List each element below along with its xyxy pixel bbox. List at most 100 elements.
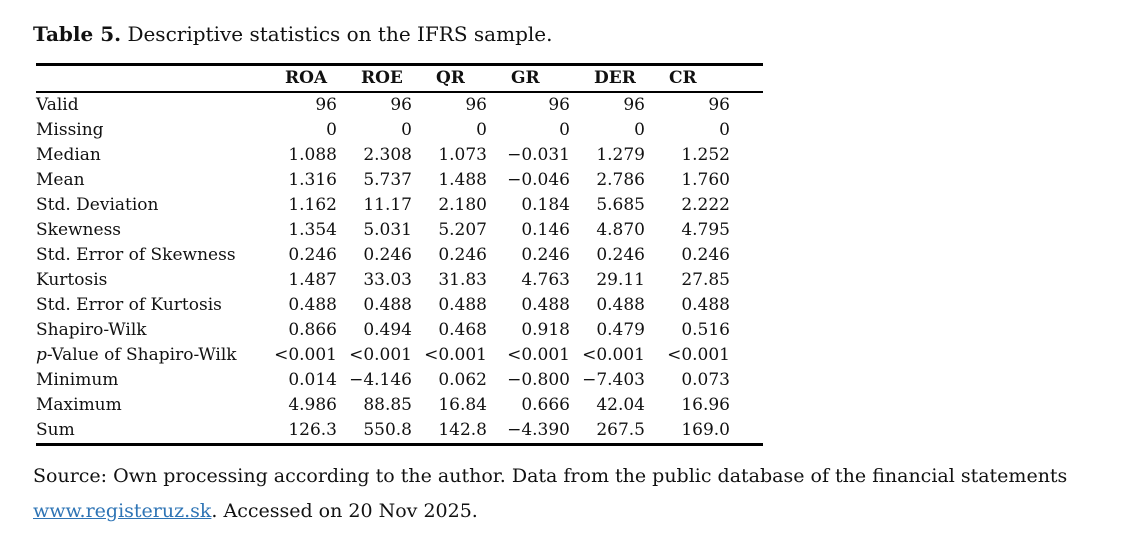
cell-value: 0.494 — [363, 320, 412, 340]
cell-value: 4.870 — [596, 220, 645, 240]
cell-value: −0.031 — [507, 145, 570, 165]
cell-value: 0.488 — [288, 295, 337, 315]
cell-value: 0 — [719, 120, 730, 140]
cell-value: 0 — [326, 120, 337, 140]
spacer-cell — [730, 193, 763, 218]
cell-value: 0.488 — [363, 295, 412, 315]
cell-value: 4.986 — [288, 395, 337, 415]
cell-value: 0.488 — [521, 295, 570, 315]
table-caption-text: Descriptive statistics on the IFRS sampl… — [127, 22, 553, 46]
cell-value: 126.3 — [288, 420, 337, 440]
row-label-header — [36, 64, 261, 93]
cell-value: 4.763 — [521, 270, 570, 290]
cell-value: 27.85 — [681, 270, 730, 290]
table-row: p-Value of Shapiro-Wilk <0.001 <0.001 <0.00… — [36, 343, 763, 368]
cell-value: 1.760 — [681, 170, 730, 190]
spacer-cell — [730, 143, 763, 168]
table-row: Minimum 0.014 −4.146 0.062 −0.800 −7.403 0.073 — [36, 368, 763, 393]
cell-value: 88.85 — [363, 395, 412, 415]
cell-value: 0 — [634, 120, 645, 140]
spacer-cell — [730, 168, 763, 193]
cell-value: 0.488 — [681, 295, 730, 315]
cell-value: 1.316 — [288, 170, 337, 190]
column-header-roe: ROE — [337, 64, 412, 93]
cell-value: 1.073 — [438, 145, 487, 165]
source-note-line2: www.registeruz.sk. Accessed on 20 Nov 20… — [33, 494, 1133, 529]
row-label: Minimum — [36, 370, 119, 390]
table-row: Kurtosis 1.487 33.03 31.83 4.763 29.11 27.85 — [36, 268, 763, 293]
cell-value: 1.162 — [288, 195, 337, 215]
column-header-cr: CR — [645, 64, 730, 93]
row-label: Median — [36, 145, 101, 165]
cell-value: 96 — [315, 95, 337, 115]
cell-value: 16.84 — [438, 395, 487, 415]
table-row: Shapiro-Wilk 0.866 0.494 0.468 0.918 0.479 0.5… — [36, 318, 763, 343]
cell-value: <0.001 — [507, 345, 570, 365]
table-body: Valid 96 96 96 96 96 96 Missing 0 0 0 0 0 0 Median 1.08… — [36, 92, 763, 445]
cell-value: 33.03 — [363, 270, 412, 290]
cell-value: 0.488 — [438, 295, 487, 315]
column-header-gr: GR — [487, 64, 570, 93]
spacer-cell — [730, 243, 763, 268]
cell-value: 0.918 — [521, 320, 570, 340]
registeruz-link[interactable]: www.registeruz.sk — [33, 500, 212, 522]
cell-value: 0.014 — [288, 370, 337, 390]
table-row: Valid 96 96 96 96 96 96 — [36, 92, 763, 118]
cell-value: 29.11 — [596, 270, 645, 290]
row-label: Sum — [36, 420, 75, 440]
cell-value: 0.146 — [521, 220, 570, 240]
cell-value: 0.062 — [438, 370, 487, 390]
row-label: Kurtosis — [36, 270, 108, 290]
cell-value: −4.146 — [349, 370, 412, 390]
accessed-date-text: . Accessed on 20 Nov 2025. — [211, 500, 478, 522]
cell-value: 0.516 — [681, 320, 730, 340]
cell-value: 96 — [708, 95, 730, 115]
cell-value: −7.403 — [582, 370, 645, 390]
row-label: Missing — [36, 120, 104, 140]
spacer-cell — [730, 343, 763, 368]
spacer-cell — [730, 318, 763, 343]
cell-value: 5.737 — [363, 170, 412, 190]
cell-value: <0.001 — [667, 345, 730, 365]
cell-value: 5.207 — [438, 220, 487, 240]
cell-value: 5.685 — [596, 195, 645, 215]
cell-value: 0.468 — [438, 320, 487, 340]
row-label: p-Value of Shapiro-Wilk — [36, 345, 237, 365]
cell-value: 267.5 — [596, 420, 645, 440]
cell-value: 169.0 — [681, 420, 730, 440]
spacer-cell — [730, 268, 763, 293]
cell-value: 96 — [548, 95, 570, 115]
column-header-roa: ROA — [261, 64, 337, 93]
cell-value: 2.786 — [596, 170, 645, 190]
cell-value: 0.666 — [521, 395, 570, 415]
row-label: Std. Error of Skewness — [36, 245, 236, 265]
cell-value: −0.046 — [507, 170, 570, 190]
cell-value: <0.001 — [424, 345, 487, 365]
cell-value: 1.088 — [288, 145, 337, 165]
cell-value: 0.246 — [681, 245, 730, 265]
cell-value: 550.8 — [363, 420, 412, 440]
spacer-cell — [730, 118, 763, 143]
table-row: Mean 1.316 5.737 1.488 −0.046 2.786 1.760 — [36, 168, 763, 193]
cell-value: 0 — [401, 120, 412, 140]
spacer-cell — [730, 293, 763, 318]
table-row: Maximum 4.986 88.85 16.84 0.666 42.04 16.96 — [36, 393, 763, 418]
cell-value: 96 — [623, 95, 645, 115]
cell-value: 0.866 — [288, 320, 337, 340]
cell-value: <0.001 — [274, 345, 337, 365]
cell-value: 96 — [465, 95, 487, 115]
table-row: Skewness 1.354 5.031 5.207 0.146 4.870 4.795 — [36, 218, 763, 243]
cell-value: 5.031 — [363, 220, 412, 240]
spacer-cell — [730, 368, 763, 393]
cell-value: 0.073 — [681, 370, 730, 390]
cell-value: 0.246 — [288, 245, 337, 265]
cell-value: −4.390 — [507, 420, 570, 440]
cell-value: 0.246 — [363, 245, 412, 265]
cell-value: 4.795 — [681, 220, 730, 240]
cell-value: 42.04 — [596, 395, 645, 415]
column-header-der: DER — [570, 64, 645, 93]
cell-value: 1.488 — [438, 170, 487, 190]
cell-value: 31.83 — [438, 270, 487, 290]
cell-value: 11.17 — [363, 195, 412, 215]
cell-value: 0.246 — [596, 245, 645, 265]
